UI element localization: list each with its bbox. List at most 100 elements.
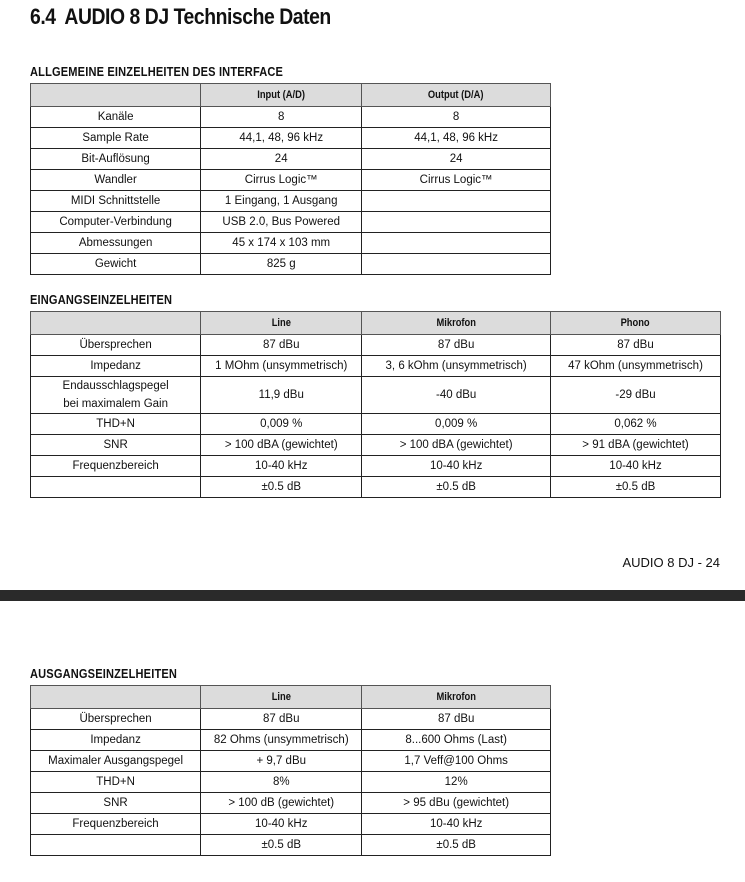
column-header: Line bbox=[200, 685, 363, 709]
table-row: THD+N 0,009 % 0,009 % 0,062 % bbox=[29, 413, 721, 435]
column-header-label: Output (D/A) bbox=[428, 89, 484, 101]
table-row: Abmessungen 45 x 174 x 103 mm bbox=[29, 232, 551, 254]
column-header: Mikrofon bbox=[361, 311, 552, 335]
header-row: Line Mikrofon Phono bbox=[29, 311, 721, 335]
table-row: Impedanz 82 Ohms (unsymmetrisch) 8...600 O… bbox=[29, 729, 551, 751]
column-header-label: Mikrofon bbox=[436, 317, 476, 329]
table-cell: 87 dBu bbox=[361, 334, 552, 356]
input-specs-table: Line Mikrofon Phono Übersprechen 87 dBu 87 dB… bbox=[29, 311, 721, 498]
table-cell: ±0.5 dB bbox=[361, 834, 551, 856]
row-label: SNR bbox=[29, 434, 202, 456]
table-row: Frequenzbereich 10-40 kHz 10-40 kHz bbox=[29, 813, 551, 835]
page-number: AUDIO 8 DJ - 24 bbox=[622, 555, 720, 570]
table-cell bbox=[361, 253, 551, 275]
row-label: Gewicht bbox=[29, 253, 202, 275]
output-specs-table: Line Mikrofon Übersprechen 87 dBu 87 dBu Impe… bbox=[29, 685, 551, 856]
table-row: Endausschlagspegel bei maximalem Gain 11,… bbox=[29, 376, 721, 414]
table-row: Sample Rate 44,1, 48, 96 kHz 44,1, 48, 96 … bbox=[29, 127, 551, 149]
table-cell: 12% bbox=[361, 771, 551, 793]
row-label: Übersprechen bbox=[29, 708, 202, 730]
table-cell: 8% bbox=[200, 771, 363, 793]
table-cell: > 100 dB (gewichtet) bbox=[200, 792, 363, 814]
table-row: Kanäle 8 8 bbox=[29, 106, 551, 128]
table-cell: 1 Eingang, 1 Ausgang bbox=[200, 190, 363, 212]
table-cell: 82 Ohms (unsymmetrisch) bbox=[200, 729, 363, 751]
column-header-label: Input (A/D) bbox=[257, 89, 306, 101]
table-cell: 44,1, 48, 96 kHz bbox=[200, 127, 363, 149]
table-cell: 8 bbox=[361, 106, 551, 128]
row-label: Frequenzbereich bbox=[29, 455, 202, 477]
row-label: Computer-Verbindung bbox=[29, 211, 202, 233]
section-number: 6.4 bbox=[30, 4, 56, 29]
table-cell bbox=[361, 232, 551, 254]
table-cell: 87 dBu bbox=[550, 334, 721, 356]
output-specs-heading: AUSGANGSEINZELHEITEN bbox=[30, 666, 178, 681]
table-cell: 1 MOhm (unsymmetrisch) bbox=[200, 355, 363, 377]
row-label: MIDI Schnittstelle bbox=[29, 190, 202, 212]
row-label: Sample Rate bbox=[29, 127, 202, 149]
column-header-label: Line bbox=[271, 691, 291, 703]
page-title: 6.4 AUDIO 8 DJ Technische Daten bbox=[30, 4, 331, 30]
table-cell: + 9,7 dBu bbox=[200, 750, 363, 772]
table-cell: ±0.5 dB bbox=[361, 476, 552, 498]
table-cell: 0,062 % bbox=[550, 413, 721, 435]
table-row: ±0.5 dB ±0.5 dB bbox=[29, 834, 551, 856]
table-row: Wandler Cirrus Logic™ Cirrus Logic™ bbox=[29, 169, 551, 191]
table-row: THD+N 8% 12% bbox=[29, 771, 551, 793]
table-cell: 10-40 kHz bbox=[361, 455, 552, 477]
column-header-label: Line bbox=[271, 317, 291, 329]
table-cell: > 91 dBA (gewichtet) bbox=[550, 434, 721, 456]
table-cell: 825 g bbox=[200, 253, 363, 275]
table-cell: -40 dBu bbox=[361, 376, 552, 414]
table-cell: Cirrus Logic™ bbox=[200, 169, 363, 191]
table-row: Übersprechen 87 dBu 87 dBu bbox=[29, 708, 551, 730]
table-cell: 44,1, 48, 96 kHz bbox=[361, 127, 551, 149]
row-label: Maximaler Ausgangspegel bbox=[29, 750, 202, 772]
table-cell: 11,9 dBu bbox=[200, 376, 363, 414]
column-header bbox=[29, 685, 202, 709]
table-cell: 24 bbox=[200, 148, 363, 170]
table-cell: > 100 dBA (gewichtet) bbox=[200, 434, 363, 456]
table-row: Frequenzbereich 10-40 kHz 10-40 kHz 10-40 k… bbox=[29, 455, 721, 477]
table-cell: 10-40 kHz bbox=[550, 455, 721, 477]
table-row: Übersprechen 87 dBu 87 dBu 87 dBu bbox=[29, 334, 721, 356]
table-row: ±0.5 dB ±0.5 dB ±0.5 dB bbox=[29, 476, 721, 498]
table-row: Bit-Auflösung 24 24 bbox=[29, 148, 551, 170]
column-header: Phono bbox=[550, 311, 721, 335]
table-cell: 1,7 Veff@100 Ohms bbox=[361, 750, 551, 772]
row-label: THD+N bbox=[29, 413, 202, 435]
table-cell: -29 dBu bbox=[550, 376, 721, 414]
table-cell: > 95 dBu (gewichtet) bbox=[361, 792, 551, 814]
row-label bbox=[29, 476, 202, 498]
general-specs-table: Input (A/D) Output (D/A) Kanäle 8 8 Sample Ra… bbox=[29, 83, 551, 275]
table-cell bbox=[361, 190, 551, 212]
column-header: Mikrofon bbox=[361, 685, 551, 709]
table-cell: 3, 6 kOhm (unsymmetrisch) bbox=[361, 355, 552, 377]
row-label: Frequenzbereich bbox=[29, 813, 202, 835]
table-row: Maximaler Ausgangspegel + 9,7 dBu 1,7 Veff… bbox=[29, 750, 551, 772]
row-label: Kanäle bbox=[29, 106, 202, 128]
table-cell: 87 dBu bbox=[200, 334, 363, 356]
column-header-label: Mikrofon bbox=[436, 691, 476, 703]
row-label: THD+N bbox=[29, 771, 202, 793]
table-cell: 0,009 % bbox=[361, 413, 552, 435]
row-label: Abmessungen bbox=[29, 232, 202, 254]
table-cell: ±0.5 dB bbox=[200, 476, 363, 498]
table-cell: 0,009 % bbox=[200, 413, 363, 435]
table-cell: 8...600 Ohms (Last) bbox=[361, 729, 551, 751]
header-row: Line Mikrofon bbox=[29, 685, 551, 709]
input-specs-heading: EINGANGSEINZELHEITEN bbox=[30, 292, 173, 307]
table-cell: ±0.5 dB bbox=[550, 476, 721, 498]
table-cell: 10-40 kHz bbox=[200, 813, 363, 835]
table-cell: 87 dBu bbox=[361, 708, 551, 730]
table-cell: 87 dBu bbox=[200, 708, 363, 730]
table-cell bbox=[361, 211, 551, 233]
row-label: Übersprechen bbox=[29, 334, 202, 356]
table-row: MIDI Schnittstelle 1 Eingang, 1 Ausgang bbox=[29, 190, 551, 212]
column-header: Input (A/D) bbox=[200, 83, 363, 107]
row-label: Impedanz bbox=[29, 355, 202, 377]
column-header: Line bbox=[200, 311, 363, 335]
column-header bbox=[29, 311, 202, 335]
general-specs-heading: ALLGEMEINE EINZELHEITEN DES INTERFACE bbox=[30, 64, 284, 79]
row-label bbox=[29, 834, 202, 856]
